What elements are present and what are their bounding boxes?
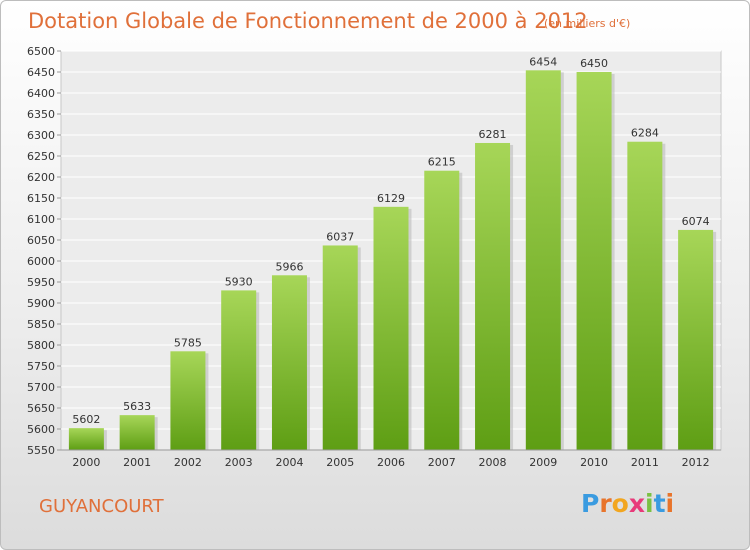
commune-name: GUYANCOURT (39, 496, 164, 517)
data-label: 6037 (326, 230, 354, 243)
x-tick-label: 2011 (631, 456, 659, 469)
y-tick-label: 6050 (27, 234, 55, 247)
logo-letter: i (665, 489, 675, 518)
x-tick-label: 2004 (275, 456, 303, 469)
y-tick-label: 5950 (27, 276, 55, 289)
logo-letter: P (581, 489, 600, 518)
x-tick-label: 2000 (72, 456, 100, 469)
data-label: 6129 (377, 192, 405, 205)
y-tick-label: 5700 (27, 381, 55, 394)
y-tick-label: 5650 (27, 402, 55, 415)
y-tick-label: 5850 (27, 318, 55, 331)
y-tick-label: 6350 (27, 108, 55, 121)
data-label: 5966 (275, 260, 303, 273)
data-label: 5602 (72, 413, 100, 426)
y-tick-label: 6100 (27, 213, 55, 226)
x-tick-label: 2009 (529, 456, 557, 469)
x-tick-label: 2002 (174, 456, 202, 469)
data-label: 5785 (174, 336, 202, 349)
x-tick-label: 2012 (682, 456, 710, 469)
y-tick-label: 6500 (27, 45, 55, 58)
bars: 5602 5633 5785 5930 5966 6037 6129 6215 6281 6454… (68, 55, 717, 451)
y-axis: 5550 5600 5650 5700 5750 5800 5850 5900 5950 6000… (27, 45, 61, 457)
chart-unit: (en milliers d'€) (544, 17, 631, 30)
proxiti-logo[interactable]: Proxiti (581, 489, 674, 518)
x-tick-label: 2003 (225, 456, 253, 469)
x-tick-label: 2010 (580, 456, 608, 469)
data-label: 6281 (479, 128, 507, 141)
y-tick-label: 6250 (27, 150, 55, 163)
y-tick-label: 5750 (27, 360, 55, 373)
bar (627, 141, 663, 450)
x-tick-label: 2001 (123, 456, 151, 469)
bar (221, 290, 257, 450)
y-tick-label: 5800 (27, 339, 55, 352)
bar (68, 428, 104, 450)
y-tick-label: 6150 (27, 192, 55, 205)
x-axis: 2000 2001 2002 2003 2004 2005 2006 2007 2008 2009… (61, 449, 721, 469)
logo-letter: o (611, 489, 629, 518)
logo-letter: r (599, 489, 612, 518)
y-tick-label: 5600 (27, 423, 55, 436)
y-tick-label: 6000 (27, 255, 55, 268)
bar (475, 142, 511, 451)
x-tick-label: 2007 (428, 456, 456, 469)
bar (576, 72, 612, 450)
bar (424, 170, 460, 450)
logo-letter: x (628, 489, 645, 518)
y-tick-label: 6400 (27, 87, 55, 100)
data-label: 6454 (529, 55, 557, 68)
data-label: 6215 (428, 156, 456, 169)
data-label: 5930 (225, 275, 253, 288)
bar (170, 351, 206, 450)
data-label: 6074 (682, 215, 710, 228)
bar (322, 245, 358, 450)
data-label: 6284 (631, 127, 659, 140)
logo-letter: i (645, 489, 654, 518)
logo-letter: t (653, 489, 666, 518)
bar (373, 206, 409, 450)
bar (678, 229, 714, 450)
y-tick-label: 5550 (27, 444, 55, 457)
y-tick-label: 5900 (27, 297, 55, 310)
x-tick-label: 2005 (326, 456, 354, 469)
x-tick-label: 2006 (377, 456, 405, 469)
bar (271, 275, 307, 450)
x-tick-label: 2008 (479, 456, 507, 469)
data-label: 5633 (123, 400, 151, 413)
y-tick-label: 6300 (27, 129, 55, 142)
y-tick-label: 6200 (27, 171, 55, 184)
chart-title: Dotation Globale de Fonctionnement de 20… (28, 9, 588, 33)
y-tick-label: 6450 (27, 66, 55, 79)
bar (119, 415, 155, 450)
data-label: 6450 (580, 57, 608, 70)
bar (525, 70, 561, 450)
